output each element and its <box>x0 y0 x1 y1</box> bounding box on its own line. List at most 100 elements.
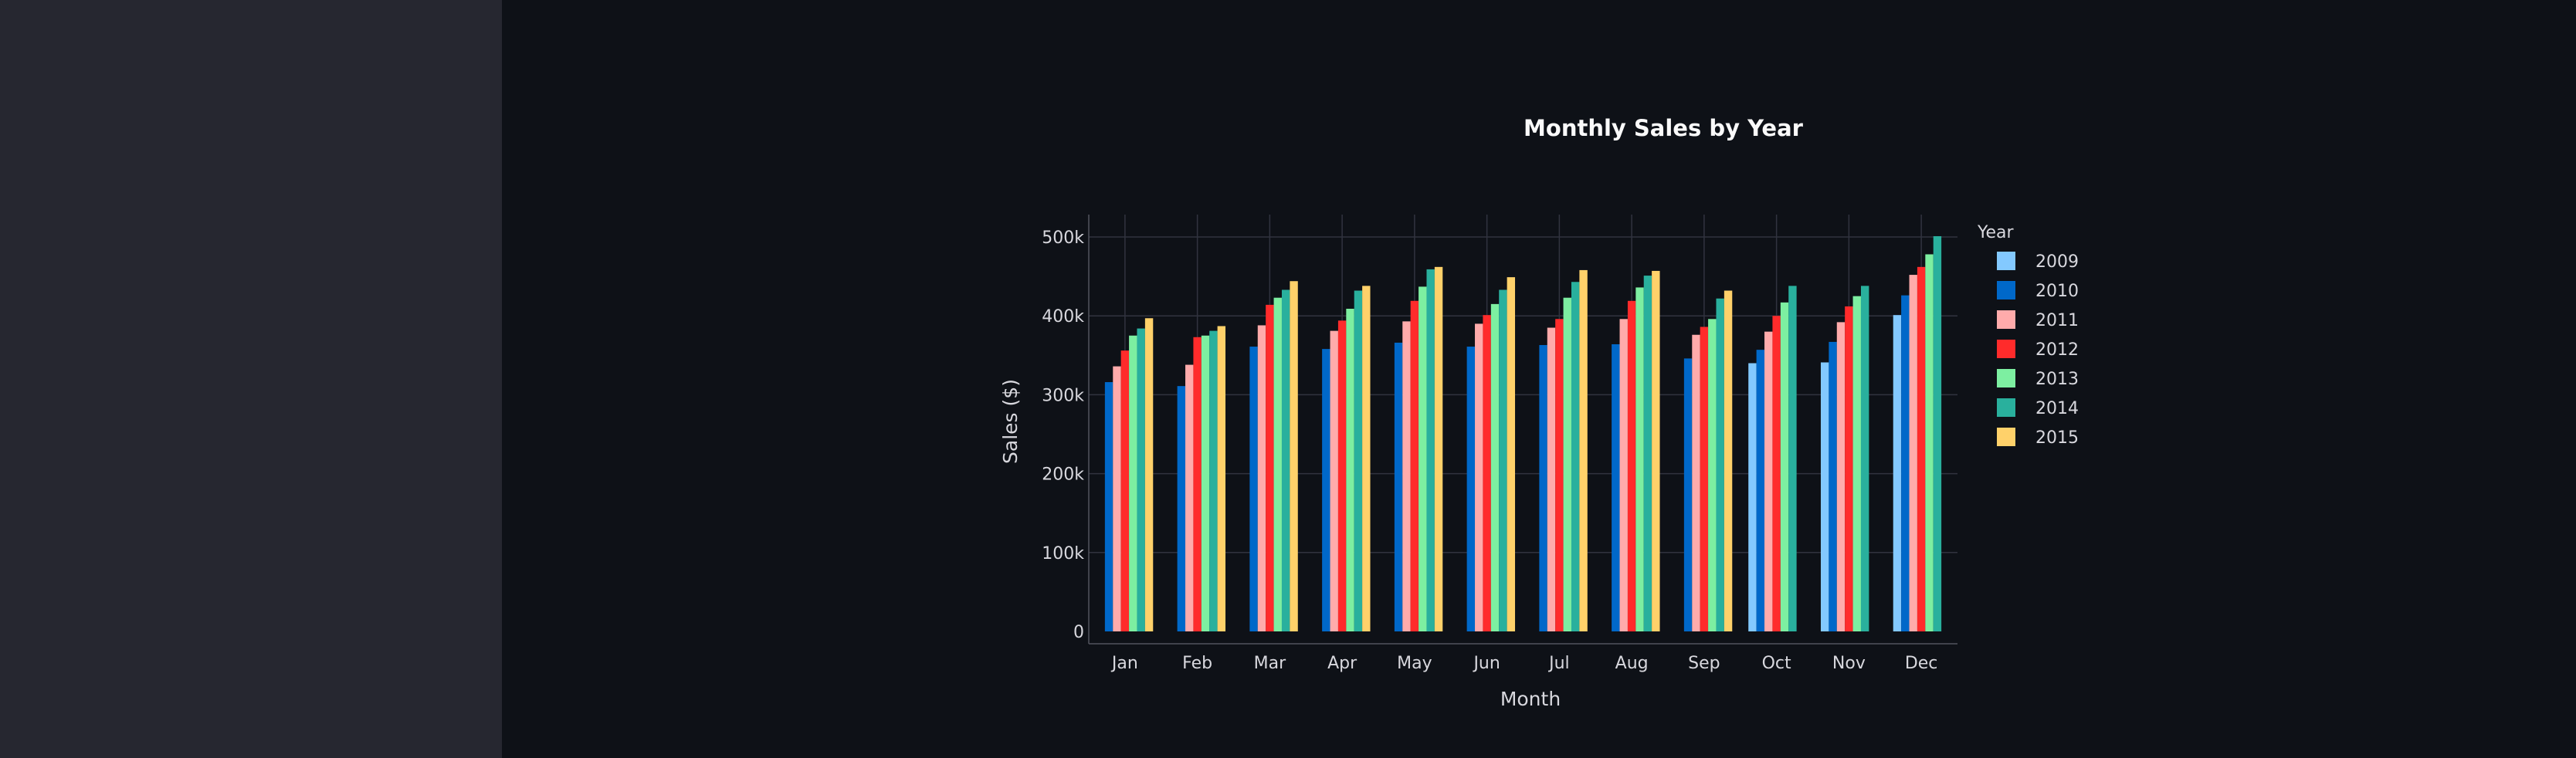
y-tick-label: 200k <box>1042 465 1084 485</box>
legend-label: 2014 <box>2035 399 2079 418</box>
x-tick-label: Sep <box>1688 654 1720 673</box>
bar <box>1249 347 1258 631</box>
bar <box>1193 337 1202 631</box>
bar <box>1257 325 1266 631</box>
bar <box>1137 328 1145 631</box>
bar <box>1129 335 1137 631</box>
bar <box>1901 295 1910 631</box>
bar <box>1933 235 1942 631</box>
legend-label: 2011 <box>2035 311 2079 330</box>
bar <box>1113 366 1121 631</box>
legend-label: 2010 <box>2035 282 2079 301</box>
chart-title: Monthly Sales by Year <box>1524 115 1804 141</box>
bar <box>1273 297 1282 631</box>
x-tick-label: Jun <box>1472 654 1500 673</box>
bar <box>1490 303 1500 631</box>
bar <box>1756 350 1765 631</box>
x-tick-label: Oct <box>1762 654 1791 673</box>
bar <box>1354 290 1363 631</box>
bar <box>1209 330 1218 631</box>
bar <box>1893 315 1902 631</box>
bar <box>1820 362 1829 631</box>
bar <box>1426 269 1435 631</box>
bar <box>1852 296 1861 631</box>
legend-swatch <box>1997 252 2015 270</box>
bar <box>1619 319 1628 631</box>
bar <box>1652 270 1660 631</box>
legend-swatch <box>1997 398 2015 417</box>
bar <box>1499 289 1507 631</box>
legend-title: Year <box>1977 223 2015 242</box>
bar <box>1539 345 1547 631</box>
bar <box>1772 316 1781 631</box>
x-tick-label: Aug <box>1615 654 1649 673</box>
x-tick-label: Nov <box>1832 654 1866 673</box>
legend-label: 2015 <box>2035 428 2079 448</box>
bar <box>1780 302 1789 631</box>
bar <box>1434 266 1443 631</box>
legend-swatch <box>1997 281 2015 299</box>
bar <box>1683 358 1693 631</box>
legend-label: 2009 <box>2035 252 2079 272</box>
bar <box>1612 343 1620 631</box>
bar <box>1402 321 1411 631</box>
bar <box>1290 281 1298 631</box>
legend-label: 2012 <box>2035 340 2079 360</box>
bar <box>1579 269 1588 631</box>
bar <box>1362 286 1371 631</box>
bar <box>1337 320 1347 631</box>
bar <box>1394 342 1403 631</box>
bar <box>1547 327 1556 631</box>
x-tick-label: May <box>1397 654 1432 673</box>
bar <box>1708 319 1717 631</box>
bar <box>1917 266 1926 631</box>
bar <box>1466 347 1476 631</box>
bar <box>1483 315 1491 631</box>
bar <box>1475 323 1483 631</box>
legend-swatch <box>1997 428 2015 446</box>
bar <box>1724 290 1733 631</box>
bar <box>1555 319 1564 631</box>
bar <box>1925 254 1934 631</box>
legend-label: 2013 <box>2035 370 2079 389</box>
bar <box>1217 326 1226 631</box>
bar <box>1845 306 1853 631</box>
bar <box>1507 277 1516 631</box>
y-tick-label: 400k <box>1042 307 1084 327</box>
bar <box>1627 300 1636 631</box>
sidebar <box>0 0 502 758</box>
bar <box>1909 275 1917 631</box>
x-tick-label: Feb <box>1182 654 1212 673</box>
x-tick-label: Mar <box>1254 654 1286 673</box>
bar <box>1281 289 1290 631</box>
legend-swatch <box>1997 369 2015 387</box>
bar <box>1144 318 1154 631</box>
y-tick-label: 300k <box>1042 386 1084 405</box>
bar <box>1418 286 1427 631</box>
y-axis-title: Sales ($) <box>999 379 1022 464</box>
x-tick-label: Jan <box>1110 654 1138 673</box>
bar <box>1700 327 1709 631</box>
bar <box>1860 286 1869 631</box>
bar <box>1748 363 1757 631</box>
bar <box>1788 286 1797 631</box>
bar <box>1643 276 1652 631</box>
bar <box>1346 309 1354 631</box>
bar <box>1185 364 1194 631</box>
x-tick-label: Dec <box>1905 654 1938 673</box>
bar <box>1836 322 1846 631</box>
x-axis-title: Month <box>1500 688 1561 710</box>
y-tick-label: 100k <box>1042 544 1084 563</box>
bar <box>1266 304 1274 631</box>
x-tick-label: Jul <box>1547 654 1570 673</box>
bar <box>1764 331 1773 631</box>
bar <box>1829 341 1837 631</box>
bar <box>1692 334 1700 631</box>
legend-swatch <box>1997 310 2015 329</box>
bar <box>1322 349 1330 631</box>
bar <box>1716 298 1724 631</box>
legend-swatch <box>1997 340 2015 358</box>
bar <box>1177 386 1186 631</box>
bar <box>1330 330 1338 631</box>
